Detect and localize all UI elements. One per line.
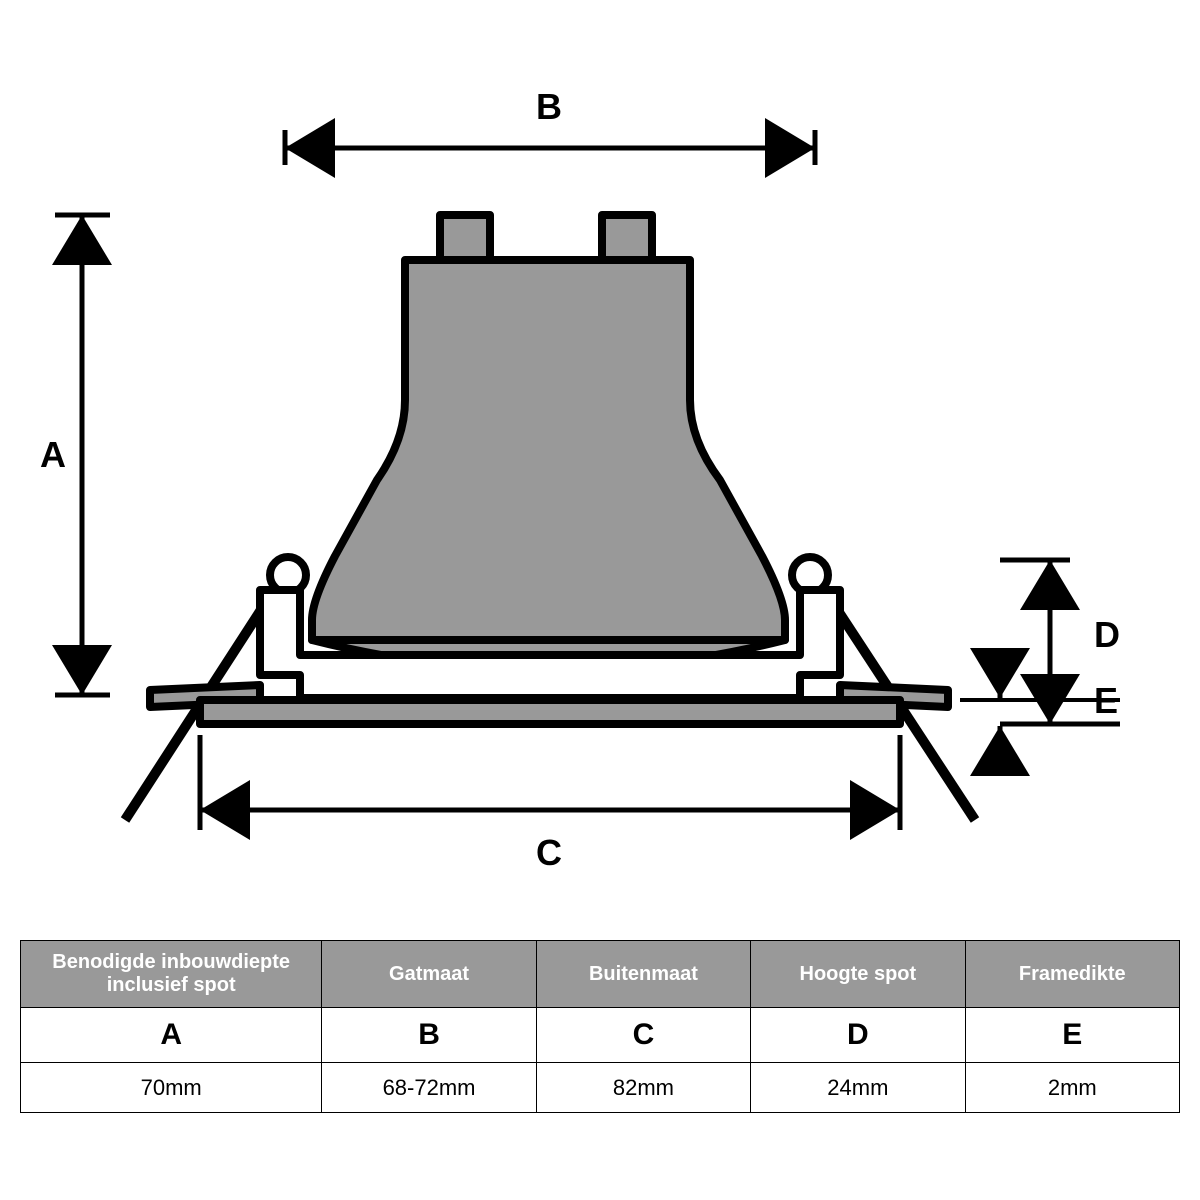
dim-label-c: C (536, 832, 562, 874)
value-d: 24mm (751, 1063, 965, 1113)
bulb (312, 215, 785, 670)
table-header-row: Benodigde inbouwdiepte inclusief spot Ga… (21, 941, 1180, 1008)
dim-label-d: D (1094, 614, 1120, 656)
col-header-a: Benodigde inbouwdiepte inclusief spot (21, 941, 322, 1008)
dimension-c (200, 735, 900, 830)
col-header-c: Buitenmaat (536, 941, 750, 1008)
dim-label-a: A (40, 434, 66, 476)
col-header-d: Hoogte spot (751, 941, 965, 1008)
dim-label-e: E (1094, 680, 1118, 722)
value-b: 68-72mm (322, 1063, 536, 1113)
technical-diagram: B A C D E (0, 0, 1200, 930)
spot-drawing-svg (0, 0, 1200, 930)
letter-d: D (751, 1008, 965, 1063)
dim-label-b: B (536, 86, 562, 128)
value-c: 82mm (536, 1063, 750, 1113)
col-header-b: Gatmaat (322, 941, 536, 1008)
spec-table: Benodigde inbouwdiepte inclusief spot Ga… (20, 940, 1180, 1113)
col-header-e: Framedikte (965, 941, 1179, 1008)
dimension-table: Benodigde inbouwdiepte inclusief spot Ga… (20, 940, 1180, 1113)
table-value-row: 70mm 68-72mm 82mm 24mm 2mm (21, 1063, 1180, 1113)
value-e: 2mm (965, 1063, 1179, 1113)
letter-e: E (965, 1008, 1179, 1063)
value-a: 70mm (21, 1063, 322, 1113)
letter-b: B (322, 1008, 536, 1063)
table-letter-row: A B C D E (21, 1008, 1180, 1063)
letter-a: A (21, 1008, 322, 1063)
dimension-b (285, 130, 815, 165)
letter-c: C (536, 1008, 750, 1063)
